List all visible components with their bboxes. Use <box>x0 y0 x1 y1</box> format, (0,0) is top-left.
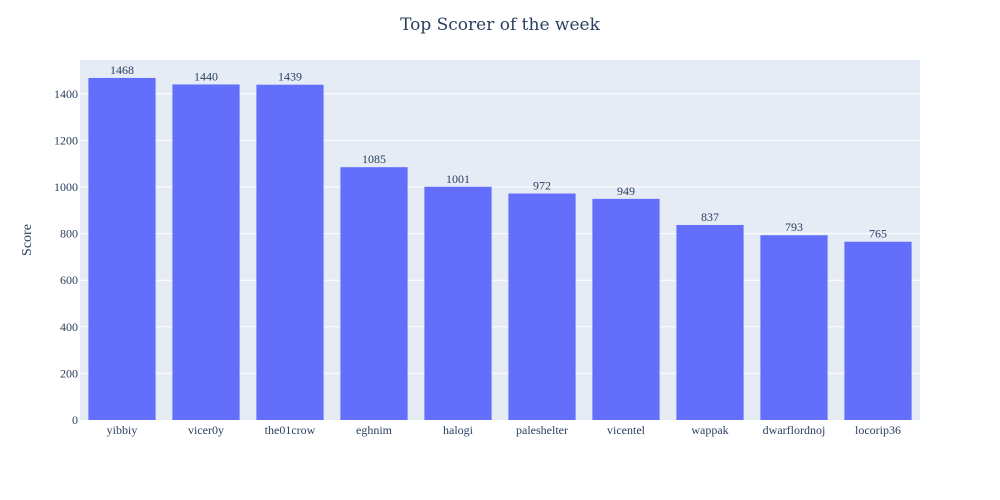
bar-value-label: 1468 <box>110 63 134 77</box>
y-tick-label: 400 <box>60 320 78 334</box>
bar-value-label: 837 <box>701 210 719 224</box>
bar-value-label: 1439 <box>278 70 302 84</box>
x-tick-label: paleshelter <box>516 423 568 437</box>
bar-eghnim[interactable] <box>340 167 408 420</box>
bar-value-label: 1085 <box>362 152 386 166</box>
bar-vicer0y[interactable] <box>172 84 240 421</box>
x-tick-label: vicentel <box>607 423 646 437</box>
y-axis-label: Score <box>20 224 35 256</box>
x-axis-ticks: yibbiy vicer0y the01crow eghnim halogi palesh… <box>107 423 901 437</box>
bar-value-label: 1001 <box>446 172 470 186</box>
bar-halogi[interactable] <box>424 186 492 420</box>
bar-value-label: 972 <box>533 179 551 193</box>
bar-wappak[interactable] <box>676 224 744 420</box>
x-tick-label: locorip36 <box>855 423 901 437</box>
y-tick-label: 1200 <box>54 133 78 147</box>
y-tick-label: 800 <box>60 227 78 241</box>
bar-locorip36[interactable] <box>844 241 912 420</box>
bar-dwarflordnoj[interactable] <box>760 235 828 420</box>
bar-value-label: 765 <box>869 227 887 241</box>
y-tick-label: 600 <box>60 273 78 287</box>
y-tick-label: 200 <box>60 366 78 380</box>
y-tick-label: 0 <box>72 413 78 427</box>
bar-the01crow[interactable] <box>256 84 324 420</box>
y-axis-ticks: 0 200 400 600 800 1000 1200 1400 <box>54 87 78 427</box>
y-tick-label: 1400 <box>54 87 78 101</box>
bar-value-label: 1440 <box>194 69 218 83</box>
bar-vicentel[interactable] <box>592 198 660 420</box>
x-tick-label: dwarflordnoj <box>763 423 826 437</box>
bar-value-label: 793 <box>785 220 803 234</box>
bar-paleshelter[interactable] <box>508 193 576 420</box>
chart-title: Top Scorer of the week <box>400 15 601 35</box>
x-tick-label: wappak <box>691 423 728 437</box>
bar-yibbiy[interactable] <box>88 77 156 421</box>
bar-value-label: 949 <box>617 184 635 198</box>
x-tick-label: halogi <box>443 423 474 437</box>
x-tick-label: eghnim <box>356 423 393 437</box>
data-labels: 1468 1440 1439 1085 1001 972 949 837 793 765 <box>110 63 887 241</box>
x-tick-label: yibbiy <box>107 423 138 437</box>
x-tick-label: vicer0y <box>188 423 224 437</box>
bars <box>88 77 912 421</box>
y-tick-label: 1000 <box>54 180 78 194</box>
x-tick-label: the01crow <box>265 423 316 437</box>
